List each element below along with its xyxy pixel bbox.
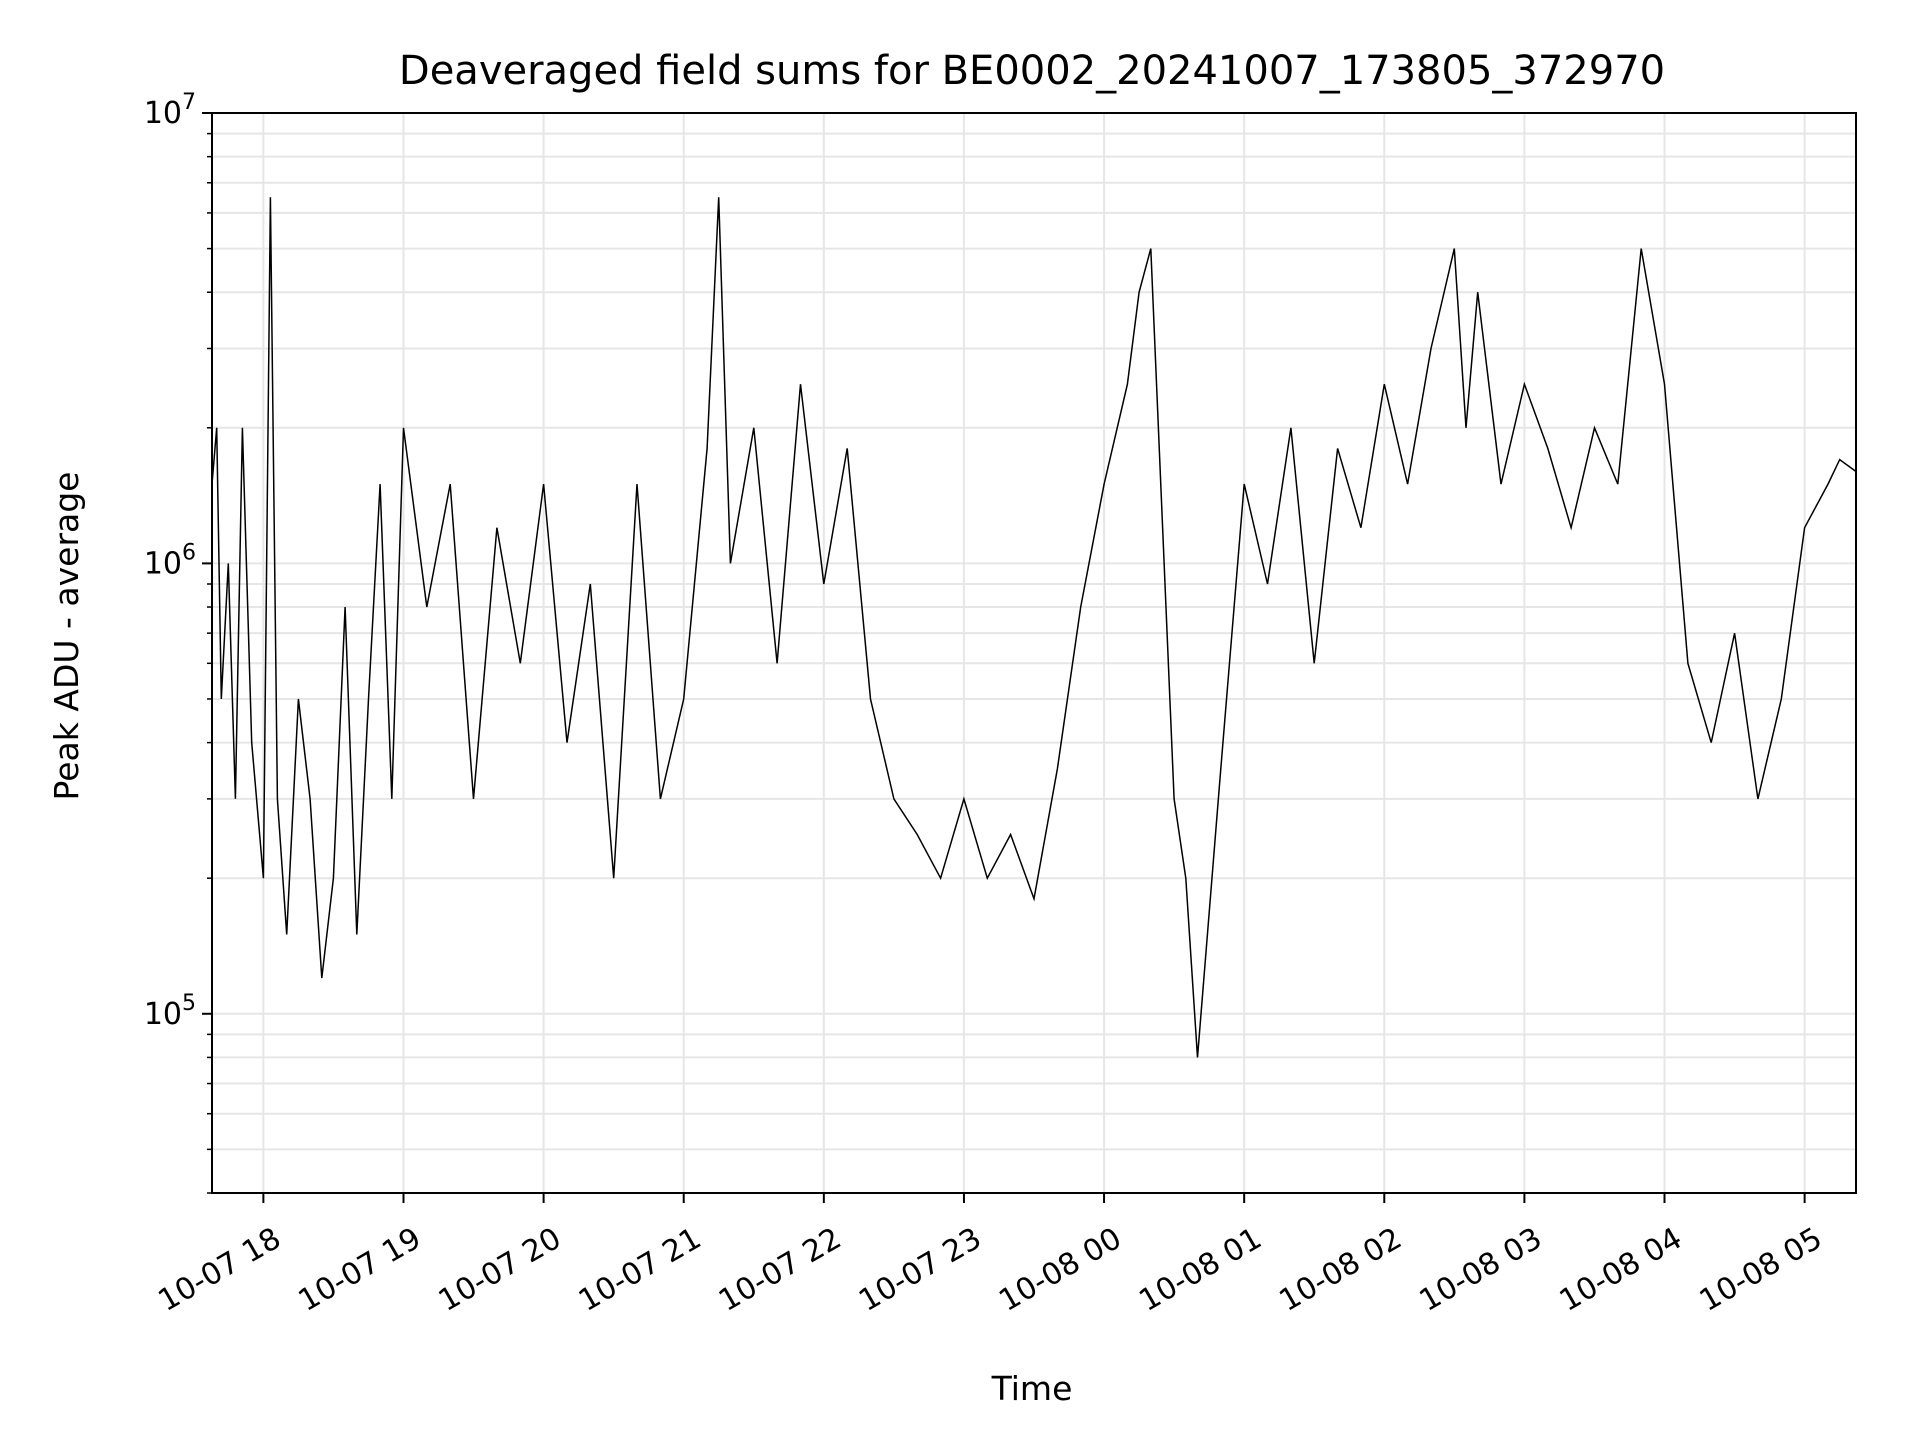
y-tick-label: 107 (144, 90, 196, 131)
x-axis-label: Time (991, 1369, 1073, 1408)
plot-frame (211, 112, 1857, 1194)
y-axis-ticks: 105 106 107 (144, 90, 212, 1194)
chart-title: Deaveraged field sums for BE0002_2024100… (399, 48, 1665, 94)
data-series (211, 197, 1857, 1058)
y-tick-label: 105 (144, 991, 196, 1032)
series-line (211, 197, 1857, 1058)
y-axis-label: Peak ADU - average (47, 472, 86, 801)
y-tick-label: 106 (144, 540, 196, 581)
